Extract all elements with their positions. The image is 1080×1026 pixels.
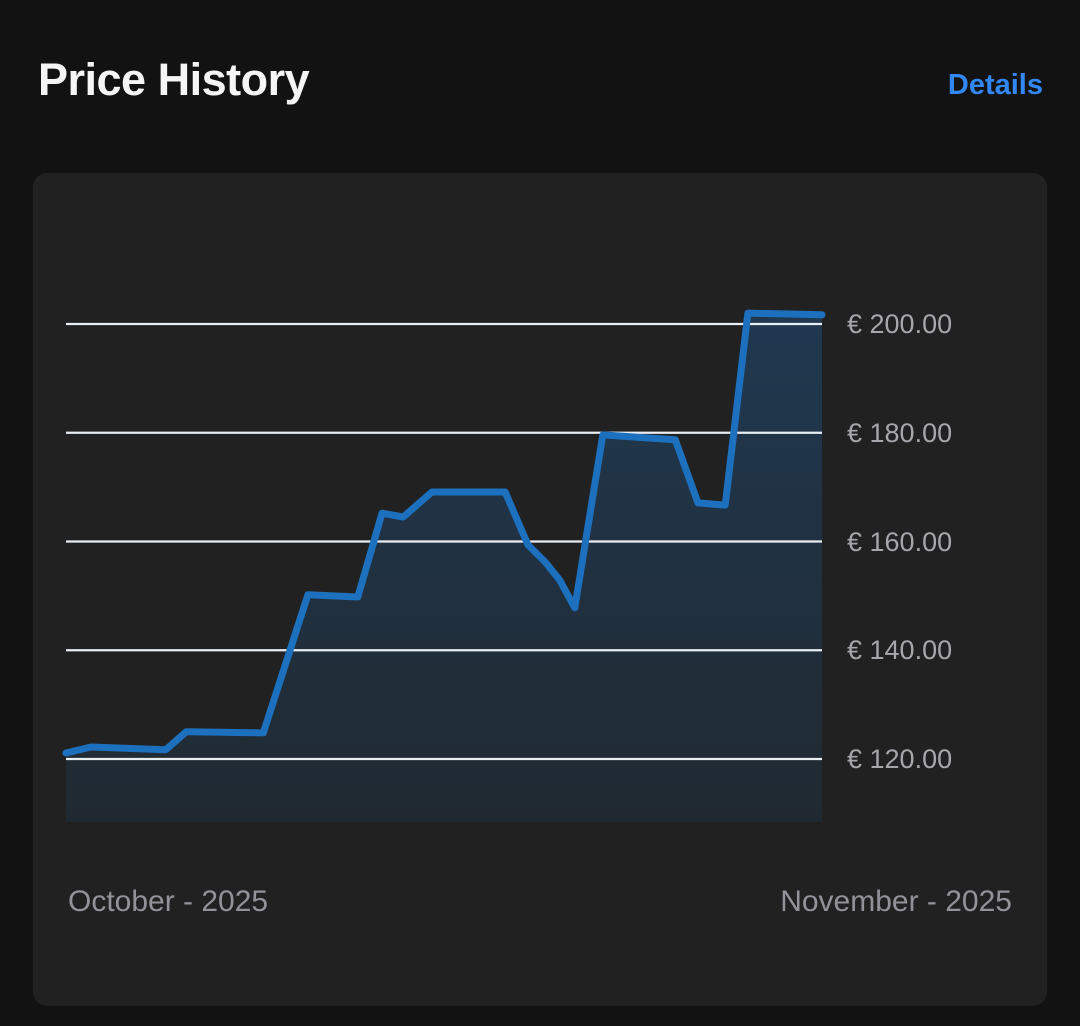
price-history-chart-card: € 200.00 € 180.00 € 160.00 € 140.00 € 120.00… — [33, 173, 1047, 1006]
x-axis-end-label: November - 2025 — [780, 885, 1012, 918]
price-line — [62, 309, 826, 757]
x-axis-labels: October - 2025 November - 2025 — [68, 885, 1012, 919]
details-link[interactable]: Details — [947, 69, 1043, 101]
y-axis-label-120: € 120.00 — [847, 744, 953, 774]
chart-area-fill — [66, 313, 822, 822]
x-axis-start-label: October - 2025 — [68, 885, 269, 918]
y-axis-label-160: € 160.00 — [847, 526, 953, 557]
y-axis-label-200: € 200.00 — [847, 309, 953, 339]
price-history-chart — [62, 309, 826, 822]
y-axis-label-180: € 180.00 — [847, 417, 953, 448]
y-axis-label-140: € 140.00 — [847, 635, 953, 666]
chart-gridlines — [66, 322, 822, 761]
page-title: Price History — [38, 54, 310, 105]
